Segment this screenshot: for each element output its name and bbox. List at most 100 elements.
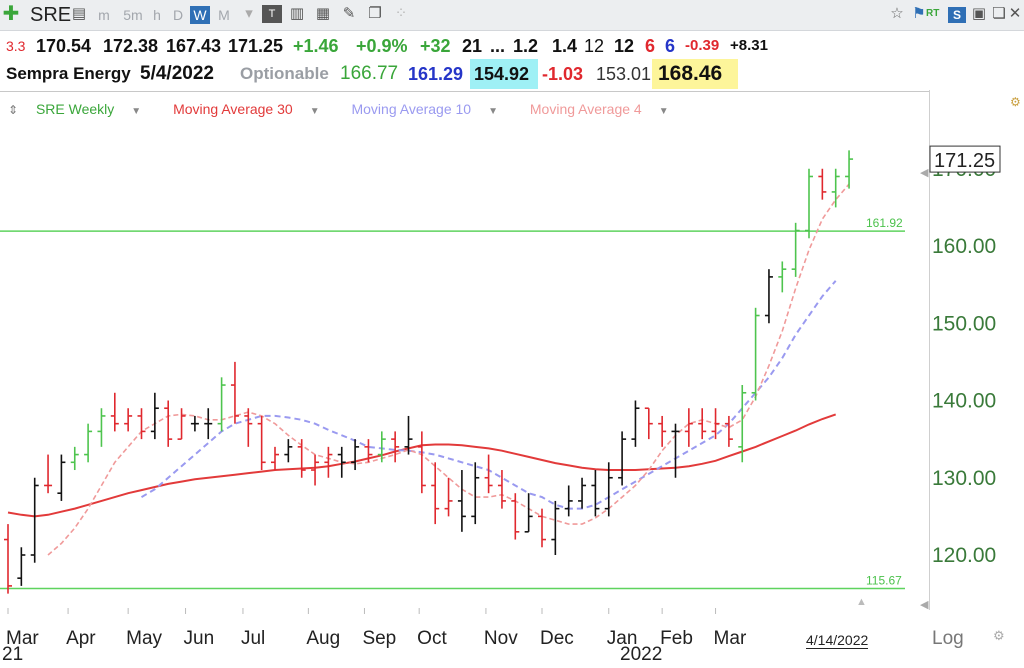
ohlc-bar xyxy=(30,477,39,563)
ohlc-bar xyxy=(244,408,253,447)
settings-icon[interactable]: ⚙ xyxy=(993,628,1005,643)
caret-down-icon: ▼ xyxy=(309,106,320,117)
ohlc-bar xyxy=(684,408,693,447)
ohlc-bar xyxy=(524,493,533,533)
ohlc-bar xyxy=(164,400,173,447)
ohlc-bar xyxy=(57,454,66,501)
price-chart[interactable]: 161.92 115.67 120.00 130.00 140.00 150.00 160… xyxy=(0,90,1024,668)
legend-handle-icon[interactable]: ⇕ xyxy=(8,103,19,117)
quote-v2: 21 xyxy=(462,36,483,56)
scroll-up-icon[interactable]: ▲ xyxy=(856,596,867,608)
caret-down-icon: ▼ xyxy=(131,106,142,117)
timeframe-m[interactable]: m xyxy=(98,7,110,23)
ohlc-bar xyxy=(284,439,293,463)
quote-date: 5/4/2022 xyxy=(140,63,214,84)
ohlc-bar xyxy=(578,477,587,509)
ohlc-bar xyxy=(805,168,813,239)
month-label: Oct xyxy=(417,628,447,649)
log-toggle[interactable]: Log xyxy=(932,628,964,649)
timeframe-w[interactable]: W xyxy=(190,6,210,24)
ohlc-bar xyxy=(377,431,386,463)
ohlc-bar xyxy=(484,454,493,494)
company-name: Sempra Energy xyxy=(6,64,131,83)
table-icon[interactable]: ▦ xyxy=(315,5,331,22)
timeframe-mo[interactable]: M xyxy=(218,7,230,23)
pencil-icon[interactable]: ✎ xyxy=(342,5,356,22)
timeframe-h[interactable]: h xyxy=(153,7,161,23)
ohlc-bar xyxy=(845,150,854,189)
star-icon[interactable]: ☆ xyxy=(890,5,904,22)
ohlc-bar xyxy=(818,168,827,200)
level-label: 115.67 xyxy=(866,573,902,587)
settings-icon[interactable]: ⚙ xyxy=(1010,95,1021,109)
legend-ma4[interactable]: Moving Average 4 ▼ xyxy=(530,101,683,117)
legend-main[interactable]: SRE Weekly ▼ xyxy=(36,101,155,117)
ohlc-bar xyxy=(257,415,266,471)
quote-v4: 1.2 xyxy=(513,36,539,56)
quote-low: 167.43 xyxy=(166,36,222,56)
month-label: Mar xyxy=(714,628,747,649)
flag-label: RT xyxy=(926,8,940,19)
ohlc-bar xyxy=(551,500,560,555)
ohlc-bar xyxy=(70,446,79,471)
share-icon[interactable]: ⁘ xyxy=(394,5,408,22)
ohlc-bar xyxy=(17,547,26,586)
caret-down-icon: ▼ xyxy=(658,106,669,117)
quote-p3: 154.92 xyxy=(470,59,538,89)
symbol-label[interactable]: SRE xyxy=(30,4,72,26)
close-icon[interactable]: ✕ xyxy=(1008,5,1022,22)
ohlc-bar xyxy=(297,439,306,478)
ohlc-bar xyxy=(271,446,279,471)
ohlc-bar xyxy=(738,385,747,463)
quote-p2: 161.29 xyxy=(408,64,464,84)
chart-icon[interactable]: ▤ xyxy=(71,5,87,22)
legend-ma10[interactable]: Moving Average 10 ▼ xyxy=(351,101,512,117)
ohlc-bar xyxy=(84,423,93,463)
level-lines: 161.92 115.67 xyxy=(0,216,905,590)
last-price-label: 171.25 xyxy=(934,150,995,172)
ohlc-bar xyxy=(444,477,453,517)
ohlc-bar xyxy=(658,415,667,447)
save-icon[interactable]: ▣ xyxy=(971,5,987,22)
last-price-box xyxy=(929,145,1001,173)
copy-icon[interactable]: ❐ xyxy=(368,5,382,22)
flag-icon[interactable]: ⚑ xyxy=(912,5,926,22)
legend-ma30[interactable]: Moving Average 30 ▼ xyxy=(173,101,334,117)
quote-p4: -1.03 xyxy=(542,64,584,84)
quote-open: 170.54 xyxy=(36,36,92,56)
legend-ma10-label: Moving Average 10 xyxy=(351,101,472,117)
ohlc-bar xyxy=(591,470,600,517)
ohlc-bar xyxy=(831,168,840,208)
ohlc-bar xyxy=(137,408,146,440)
ohlc-bar xyxy=(431,462,440,525)
ohlc-bar xyxy=(391,431,400,463)
caret-down-icon: ▼ xyxy=(488,106,498,117)
optionable-label: Optionable xyxy=(240,64,329,83)
quote-v10: -0.39 xyxy=(685,37,720,54)
restore-icon[interactable]: ❏ xyxy=(992,5,1006,22)
legend-ma4-label: Moving Average 4 xyxy=(529,101,642,117)
quote-change-pct: +0.9% xyxy=(356,36,408,56)
month-label: Nov xyxy=(484,628,518,649)
ohlc-bar xyxy=(564,485,573,517)
ohlc-bar xyxy=(724,415,733,447)
quote-v7: 12 xyxy=(614,36,635,56)
chevron-icon[interactable]: ▾ xyxy=(245,5,253,22)
price-axis: 120.00130.00140.00150.00160.00170.00171.… xyxy=(929,145,1001,567)
quote-v8: 6 xyxy=(645,36,656,56)
quote-p1: 166.77 xyxy=(340,63,399,84)
ohlc-bar xyxy=(124,408,133,432)
ohlc-bar xyxy=(44,454,53,494)
quote-v11: +8.31 xyxy=(730,37,768,54)
ohlc-bar xyxy=(778,261,787,293)
text-icon[interactable]: T xyxy=(262,5,282,23)
date-box[interactable]: 4/14/2022 xyxy=(806,632,869,649)
sp-icon[interactable]: S xyxy=(948,7,966,23)
ohlc-bar xyxy=(324,446,333,478)
ohlc-bar xyxy=(150,392,159,440)
bar-chart-icon[interactable]: ▥ xyxy=(289,5,305,22)
ohlc-bar xyxy=(204,408,213,440)
add-icon[interactable]: ✚ xyxy=(2,3,20,25)
timeframe-d[interactable]: D xyxy=(172,7,184,23)
timeframe-5m[interactable]: 5m xyxy=(123,7,143,23)
